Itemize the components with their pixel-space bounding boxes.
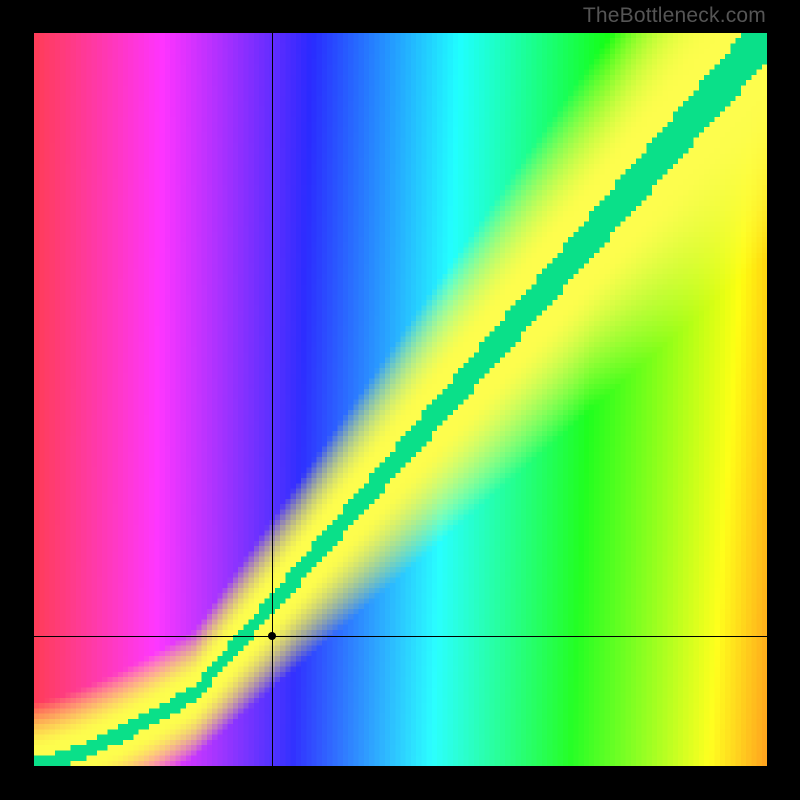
bottleneck-heatmap <box>34 33 767 766</box>
watermark-text: TheBottleneck.com <box>583 4 766 28</box>
